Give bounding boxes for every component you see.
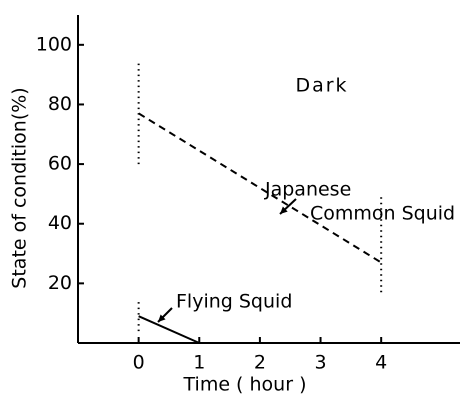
series-label: Common Squid (310, 203, 455, 225)
y-tick-label: 20 (48, 272, 72, 294)
series-label: Flying Squid (176, 291, 292, 313)
x-tick-label: 3 (314, 352, 326, 374)
x-tick-label: 4 (375, 352, 387, 374)
y-tick-label: 100 (36, 33, 72, 55)
y-tick-label: 40 (48, 212, 72, 234)
series-line (138, 315, 200, 344)
x-tick-label: 1 (193, 352, 205, 374)
x-tick-label: 2 (254, 352, 266, 374)
x-tick-label: 0 (133, 352, 145, 374)
x-axis-label: Time ( hour ) (183, 374, 307, 396)
arrow-head (280, 206, 288, 214)
annotation: Dark (295, 75, 348, 97)
arrow-head (158, 314, 166, 322)
y-tick-label: 60 (48, 153, 72, 175)
y-axis-label: State of condition(%) (9, 87, 31, 288)
y-tick-label: 80 (48, 93, 72, 115)
series-label: Japanese (264, 179, 351, 201)
